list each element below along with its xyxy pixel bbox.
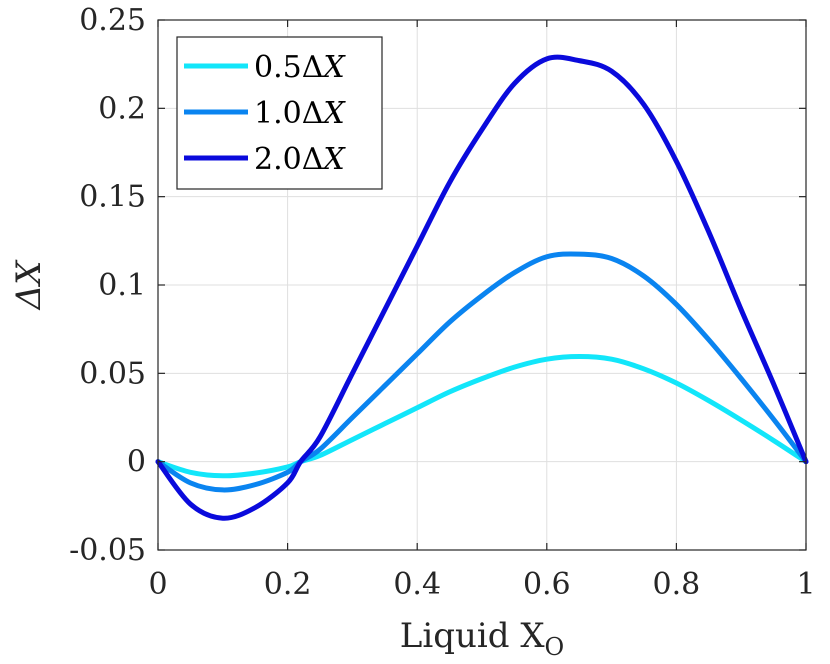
- y-tick-label: 0.05: [79, 356, 146, 391]
- y-tick-label: 0.15: [79, 180, 146, 215]
- y-tick-label: 0.2: [98, 91, 146, 126]
- y-tick-label: 0.25: [79, 3, 146, 38]
- y-axis-label: ΔX: [9, 259, 49, 312]
- x-tick-label: 0.4: [393, 567, 441, 602]
- x-tick-label: 0.2: [264, 567, 312, 602]
- x-tick-label: 1: [796, 567, 815, 602]
- y-tick-label: -0.05: [69, 533, 146, 568]
- y-tick-label: 0: [127, 445, 146, 480]
- x-tick-label: 0.6: [523, 567, 571, 602]
- x-axis-label-text: Liquid X: [400, 616, 546, 656]
- x-tick-label: 0.8: [653, 567, 701, 602]
- series-line-2: [155, 251, 809, 493]
- series-line-1: [155, 354, 809, 479]
- y-tick-label: 0.1: [98, 268, 146, 303]
- legend-label-1: 0.5ΔX: [254, 50, 346, 85]
- series-layer: [155, 54, 809, 521]
- legend: 0.5ΔX 1.0ΔX 2.0ΔX: [176, 36, 383, 190]
- x-tick-label: 0: [148, 567, 167, 602]
- legend-label-2: 1.0ΔX: [254, 96, 346, 131]
- x-axis-label-subscript: O: [545, 633, 565, 661]
- series-line-3: [155, 54, 809, 521]
- legend-label-3: 2.0ΔX: [254, 142, 346, 177]
- x-axis-label: Liquid XO: [400, 616, 564, 661]
